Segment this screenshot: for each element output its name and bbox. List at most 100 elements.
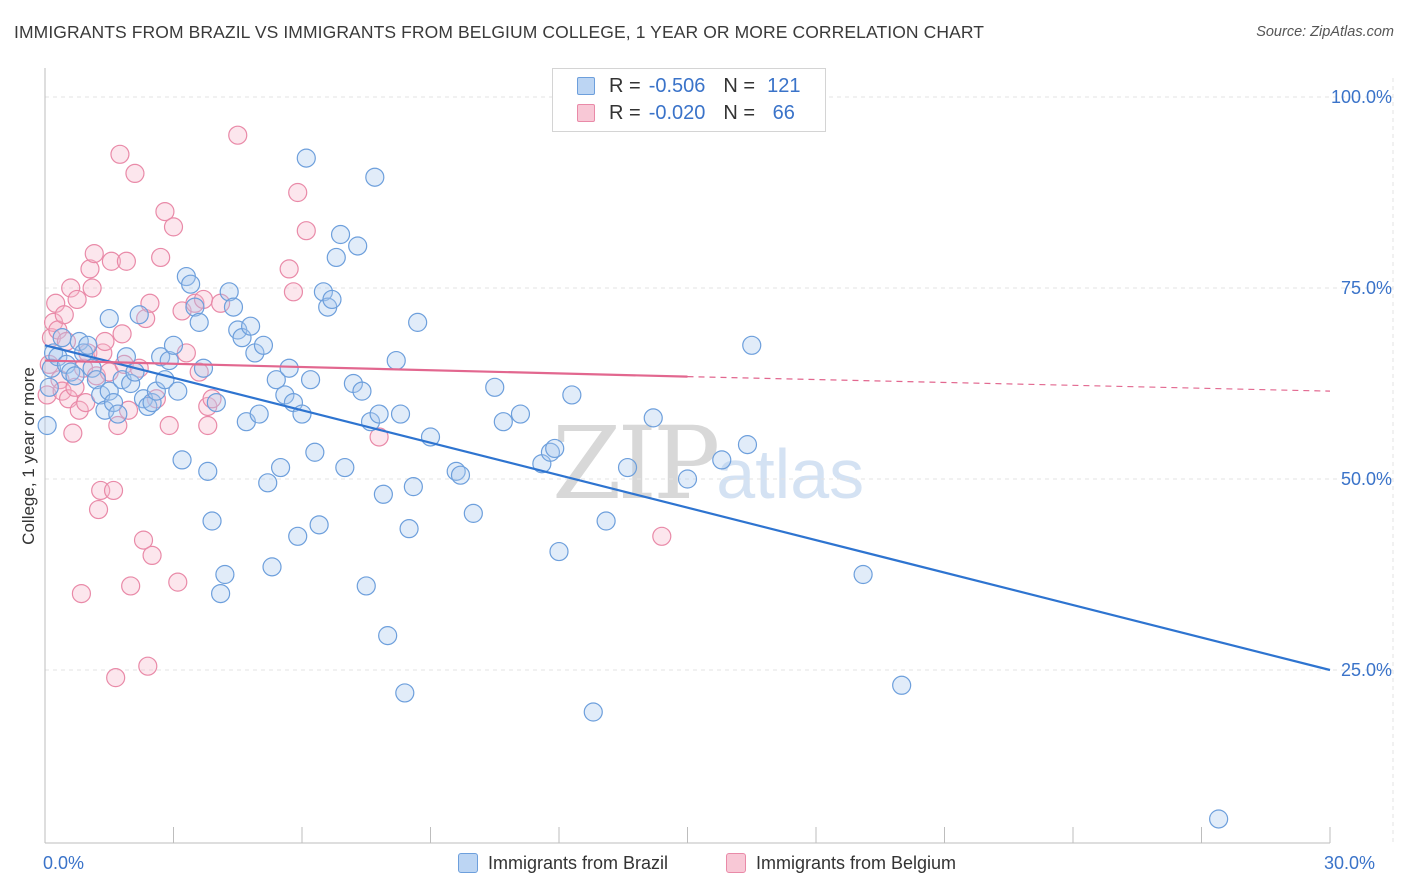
belgium-point (69, 400, 89, 420)
brazil-point (853, 564, 873, 585)
brazil-point (121, 373, 141, 394)
brazil-point (348, 236, 368, 256)
belgium-point (369, 427, 389, 447)
brazil-point (279, 358, 299, 378)
brazil-point (189, 312, 209, 332)
brazil-point (37, 415, 57, 436)
brazil-point (450, 465, 471, 485)
brazil-point (493, 412, 513, 432)
belgium-point (110, 144, 130, 164)
belgium-swatch (726, 853, 746, 873)
brazil-point (712, 450, 732, 470)
brazil-point (39, 377, 59, 397)
brazil-point (163, 335, 184, 355)
brazil-point (99, 381, 119, 401)
watermark: ZIPatlas (552, 405, 864, 522)
brazil-point (309, 515, 329, 535)
brazil-point (399, 519, 419, 539)
brazil-point (463, 503, 483, 523)
brazil-point (892, 675, 912, 695)
belgium-point (37, 385, 57, 405)
belgium-point (88, 499, 109, 520)
brazil-points (37, 148, 1229, 829)
belgium-point (279, 259, 299, 279)
belgium-point (151, 247, 171, 268)
n-value: 121 (767, 74, 801, 97)
brazil-point (78, 335, 98, 355)
y-tick-label: 25.0% (1340, 660, 1392, 680)
brazil-point (211, 583, 231, 604)
brazil-point (369, 404, 389, 424)
brazil-point (103, 393, 124, 413)
belgium-point (228, 125, 248, 145)
belgium-point (76, 393, 96, 413)
brazil-point (172, 450, 192, 470)
brazil-point (142, 393, 162, 413)
brazil-point (322, 289, 342, 310)
brazil-point (129, 305, 149, 325)
brazil-point (737, 435, 758, 455)
brazil-point (677, 469, 698, 489)
belgium-trend-extension (687, 376, 1331, 392)
stats-legend: R = -0.506 N = 121 R = -0.020 N = 66 (552, 68, 826, 132)
brazil-point (742, 335, 762, 355)
n-value: 66 (767, 101, 795, 124)
belgium-point (106, 668, 126, 688)
belgium-point (101, 251, 121, 271)
brazil-point (159, 350, 179, 371)
brazil-point (270, 457, 291, 478)
legend-row-belgium: R = -0.020 N = 66 (577, 101, 795, 125)
brazil-point (365, 167, 385, 187)
brazil-point (373, 484, 393, 504)
belgium-point (108, 415, 128, 436)
belgium-point (112, 324, 132, 344)
brazil-point (266, 370, 286, 390)
brazil-point (562, 385, 582, 405)
watermark-atlas: atlas (716, 435, 865, 513)
belgium-point (296, 221, 316, 241)
brazil-point (485, 377, 505, 397)
brazil-point (206, 393, 226, 413)
brazil-point (296, 148, 316, 168)
brazil-point (326, 247, 346, 268)
brazil-point (395, 683, 415, 703)
belgium-point (142, 545, 162, 566)
brazil-point (510, 404, 531, 424)
brazil-trend-line (44, 344, 1331, 672)
legend-item-belgium[interactable]: Immigrants from Belgium (726, 851, 956, 875)
brazil-point (386, 350, 406, 371)
legend-row-brazil: R = -0.506 N = 121 (577, 74, 800, 98)
brazil-point (330, 224, 351, 245)
r-value: -0.020 (648, 101, 706, 124)
brazil-point (549, 541, 569, 562)
belgium-point (63, 423, 83, 443)
brazil-point (408, 312, 428, 332)
source-credit: Source: ZipAtlas.com (1256, 24, 1394, 40)
r-label: R = (609, 101, 641, 124)
brazil-point (108, 404, 128, 424)
n-label: N = (723, 74, 756, 97)
belgium-swatch (577, 104, 595, 122)
brazil-point (335, 457, 355, 478)
legend-label-brazil: Immigrants from Brazil (488, 852, 669, 873)
r-label: R = (609, 74, 641, 97)
brazil-point (253, 335, 274, 355)
brazil-point (390, 404, 411, 424)
brazil-point (241, 316, 261, 336)
brazil-point (288, 526, 308, 546)
belgium-point (65, 377, 85, 397)
belgium-point (155, 202, 175, 222)
brazil-point (596, 511, 616, 531)
belgium-point (103, 480, 124, 501)
belgium-point (125, 163, 145, 183)
belgium-point (67, 289, 87, 310)
brazil-point (181, 274, 201, 294)
brazil-point (86, 370, 107, 390)
brazil-point (545, 438, 565, 459)
brazil-point (52, 328, 72, 348)
r-value: -0.506 (648, 74, 706, 97)
brazil-point (643, 408, 663, 428)
brazil-point (202, 511, 222, 531)
legend-item-brazil[interactable]: Immigrants from Brazil (458, 851, 668, 875)
y-axis-label: College, 1 year or more (19, 367, 38, 545)
